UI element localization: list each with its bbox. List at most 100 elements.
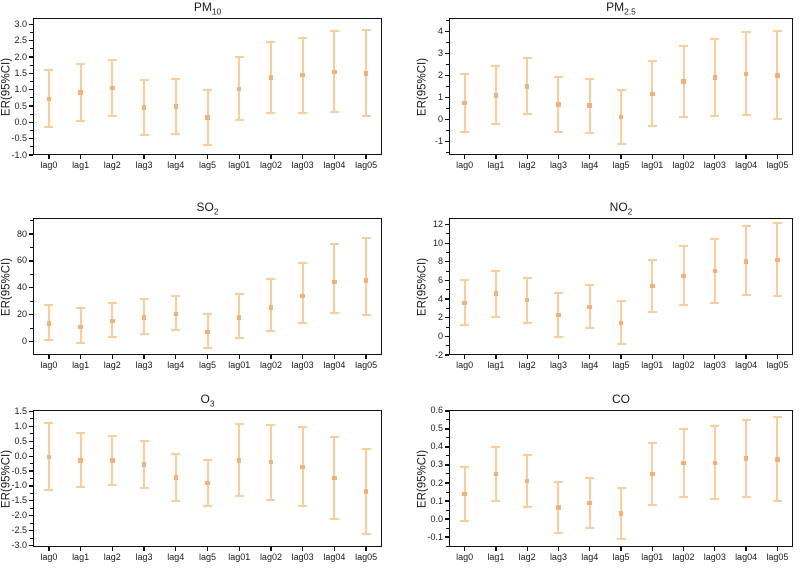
error-bar-cap-bottom — [329, 312, 339, 315]
x-tick — [302, 155, 304, 159]
y-tick-minor — [446, 307, 449, 309]
error-bar-marker — [493, 471, 499, 477]
x-tick — [238, 547, 240, 551]
error-bar-cap-bottom — [266, 330, 276, 333]
y-tick-major — [444, 223, 449, 226]
error-bar-cap-bottom — [741, 113, 751, 116]
panel-title-main: NO — [609, 200, 628, 214]
y-tick-minor — [30, 130, 33, 132]
y-tick-major — [28, 287, 33, 289]
y-tick-minor — [30, 146, 33, 148]
y-tick-major — [444, 536, 449, 538]
y-tick-label: -2.5 — [11, 525, 27, 536]
error-bar-cap-bottom — [298, 322, 308, 325]
x-tick-label: lag5 — [198, 552, 216, 562]
y-tick-label: 8 — [437, 256, 443, 267]
x-tick — [651, 155, 653, 159]
error-bar-marker — [681, 79, 686, 84]
x-tick-label: lag2 — [103, 360, 121, 370]
error-bar-cap-top — [553, 291, 563, 294]
error-bar-marker — [775, 73, 780, 78]
y-tick-major — [28, 105, 33, 107]
error-bar-marker — [743, 71, 749, 77]
error-bar-cap-top — [460, 73, 470, 76]
error-bar-marker — [587, 500, 592, 506]
x-tick — [589, 355, 591, 359]
y-tick-label: 1.0 — [14, 420, 27, 431]
error-bar-marker — [173, 311, 179, 317]
x-tick — [495, 355, 497, 359]
panel-title-sub: 2 — [213, 206, 219, 217]
x-tick-label: lag4 — [167, 360, 185, 370]
error-bar-cap-top — [616, 487, 626, 490]
x-tick-label: lag01 — [641, 160, 664, 170]
y-tick-minor — [30, 478, 33, 479]
error-bar-cap-top — [772, 416, 782, 419]
error-bar-cap-bottom — [647, 311, 657, 314]
x-tick-label: lag0 — [40, 160, 58, 170]
x-tick-label: lag4 — [167, 552, 185, 562]
error-bar-cap-bottom — [647, 503, 657, 506]
y-tick-major — [28, 515, 33, 517]
error-bar-cap-bottom — [76, 119, 86, 122]
error-bar-cap-top — [679, 427, 689, 430]
error-bar-cap-top — [741, 225, 751, 228]
x-tick — [111, 355, 113, 359]
y-tick-minor — [30, 64, 33, 66]
error-bar-marker — [205, 329, 210, 335]
y-tick-major — [444, 446, 449, 448]
y-tick-major — [444, 52, 449, 54]
y-tick-label: 0.6 — [430, 405, 443, 416]
error-bar-cap-bottom — [585, 527, 595, 530]
error-bar-cap-bottom — [772, 500, 782, 503]
y-tick-major — [444, 428, 449, 430]
x-tick-label: lag02 — [672, 160, 695, 170]
error-bar-marker — [462, 491, 467, 497]
y-tick-label: 6 — [437, 274, 443, 285]
y-tick-minor — [30, 97, 33, 99]
y-tick-label: 2 — [437, 312, 443, 323]
y-tick-label: 1.5 — [14, 405, 27, 416]
x-tick-label: lag03 — [703, 360, 726, 370]
x-tick-label: lag05 — [355, 360, 378, 370]
y-tick-major — [444, 242, 449, 244]
error-bar-marker — [462, 100, 467, 106]
y-tick-label: -1.0 — [11, 480, 27, 491]
error-bar-cap-top — [460, 278, 470, 281]
error-bar-marker — [236, 458, 242, 463]
x-tick-label: lag2 — [103, 552, 121, 562]
y-tick-major — [28, 410, 33, 413]
y-tick-major — [28, 233, 33, 235]
error-bar-cap-top — [76, 306, 86, 309]
y-tick-minor — [30, 507, 33, 509]
x-tick — [206, 155, 209, 159]
x-tick-label: lag3 — [135, 552, 153, 562]
panel-title-sub: 3 — [209, 398, 215, 409]
y-tick-label: 0.4 — [430, 441, 443, 452]
panel-title-sub: 2.5 — [624, 6, 636, 17]
error-bar-cap-bottom — [329, 110, 339, 113]
error-bar-marker — [556, 312, 561, 318]
error-bar-cap-top — [203, 313, 212, 316]
x-tick — [463, 547, 466, 551]
error-bar-cap-top — [710, 37, 720, 40]
x-tick-label: lag02 — [672, 552, 695, 562]
error-bar-marker — [363, 278, 369, 283]
x-tick-label: lag3 — [549, 360, 567, 370]
y-tick-label: 0 — [437, 114, 443, 125]
y-tick-major — [444, 317, 449, 319]
x-tick — [745, 355, 747, 359]
error-bar-cap-bottom — [491, 123, 501, 126]
chart-panel-co: CO ER(95%CI) 0.6 0.5 0.4 0.3 0.2 0.1 0.0 -0.1 lag0… — [400, 392, 800, 572]
error-bar-cap-top — [171, 294, 181, 297]
error-bar-cap-top — [76, 62, 86, 65]
panel-title-main: PM — [193, 0, 212, 14]
error-bar-marker — [712, 268, 718, 274]
error-bar-cap-bottom — [107, 114, 117, 117]
y-tick-major — [444, 141, 449, 143]
panel-title: SO2 — [33, 200, 382, 216]
error-bar-marker — [236, 315, 242, 320]
x-tick-label: lag4 — [581, 360, 599, 370]
error-bar-cap-top — [139, 298, 149, 301]
error-bar-marker — [300, 72, 305, 78]
